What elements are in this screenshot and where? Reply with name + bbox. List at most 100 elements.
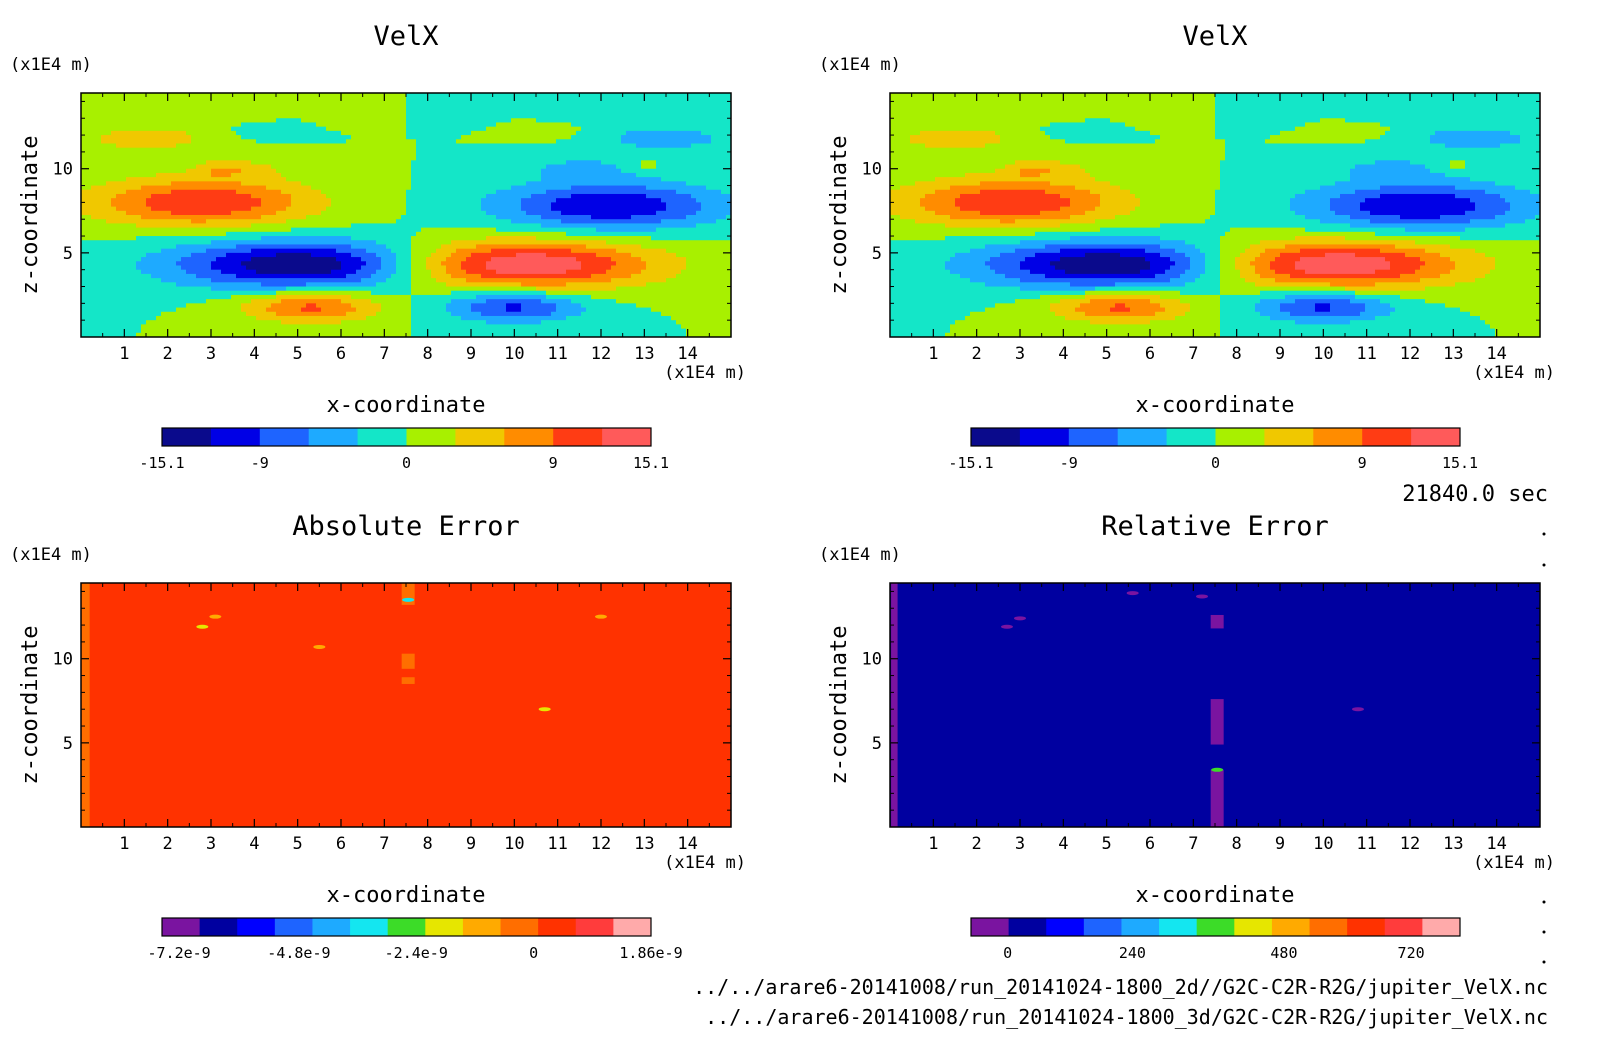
field-cell (441, 189, 447, 195)
field-cell (161, 105, 167, 111)
field-cell (251, 273, 257, 279)
field-cell (146, 185, 152, 191)
field-cell (266, 185, 272, 191)
field-cell (371, 290, 377, 296)
field-cell (431, 257, 437, 262)
field-cell (436, 328, 442, 334)
field-cell (276, 118, 282, 124)
field-cell (191, 231, 197, 237)
field-cell (251, 198, 257, 203)
field-cell (141, 303, 147, 309)
field-cell (146, 307, 152, 313)
field-cell (281, 101, 287, 107)
field-cell (331, 219, 337, 225)
field-cell (461, 151, 467, 157)
field-cell (271, 181, 277, 187)
field-cell (96, 231, 102, 237)
field-cell (226, 122, 232, 128)
field-cell (311, 151, 317, 157)
field-cell (391, 101, 397, 107)
field-cell (221, 109, 227, 115)
field-cell (431, 135, 437, 140)
field-cell (471, 168, 477, 174)
field-cell (466, 236, 472, 241)
field-cell (461, 227, 467, 233)
field-cell (406, 299, 412, 304)
field-cell (416, 332, 422, 337)
field-cell (151, 215, 157, 220)
field-cell (146, 114, 152, 119)
field-cell (156, 130, 162, 136)
field-cell (361, 265, 367, 271)
field-cell (316, 172, 322, 178)
field-cell (166, 273, 172, 279)
field-cell (276, 215, 282, 220)
field-cell (446, 227, 452, 233)
field-cell (106, 122, 112, 128)
field-cell (461, 168, 467, 174)
field-cell (306, 101, 312, 107)
field-cell (426, 193, 432, 199)
field-cell (461, 290, 467, 296)
field-cell (146, 227, 152, 233)
field-cell (221, 248, 227, 254)
field-cell (336, 189, 342, 195)
field-cell (161, 147, 167, 153)
field-cell (176, 269, 182, 275)
field-cell (456, 240, 462, 246)
field-cell (246, 282, 252, 288)
field-cell (416, 324, 422, 330)
field-cell (496, 151, 502, 157)
field-cell (121, 126, 127, 132)
field-cell (356, 105, 362, 111)
field-cell (446, 193, 452, 199)
field-cell (81, 320, 87, 325)
field-cell (376, 294, 382, 300)
field-cell (96, 332, 102, 337)
field-cell (171, 202, 177, 208)
field-cell (346, 156, 352, 161)
field-cell (261, 160, 267, 166)
field-cell (226, 294, 232, 300)
field-cell (421, 223, 427, 229)
field-cell (366, 97, 372, 103)
field-cell (366, 303, 372, 309)
field-cell (336, 168, 342, 174)
field-cell (336, 303, 342, 309)
field-cell (296, 240, 302, 246)
field-cell (351, 189, 357, 195)
field-cell (491, 93, 497, 98)
field-cell (106, 236, 112, 241)
field-cell (341, 202, 347, 208)
field-cell (506, 261, 512, 267)
field-cell (86, 320, 92, 325)
field-cell (346, 109, 352, 115)
field-cell (386, 143, 392, 149)
field-cell (351, 109, 357, 115)
field-cell (501, 139, 507, 145)
field-cell (241, 185, 247, 191)
field-cell (191, 181, 197, 187)
field-cell (121, 177, 127, 182)
field-cell (266, 215, 272, 220)
field-cell (111, 143, 117, 149)
field-cell (461, 172, 467, 178)
field-cell (271, 172, 277, 178)
field-cell (146, 257, 152, 262)
field-cell (411, 105, 417, 111)
field-cell (446, 307, 452, 313)
field-cell (176, 252, 182, 258)
field-cell (241, 332, 247, 337)
field-cell (211, 231, 217, 237)
field-cell (501, 109, 507, 115)
field-cell (406, 294, 412, 300)
field-cell (421, 172, 427, 178)
field-cell (411, 311, 417, 317)
field-cell (451, 307, 457, 313)
field-cell (431, 320, 437, 325)
field-cell (501, 303, 507, 309)
field-cell (441, 286, 447, 292)
field-cell (396, 244, 402, 250)
field-cell (461, 307, 467, 313)
field-cell (436, 97, 442, 103)
